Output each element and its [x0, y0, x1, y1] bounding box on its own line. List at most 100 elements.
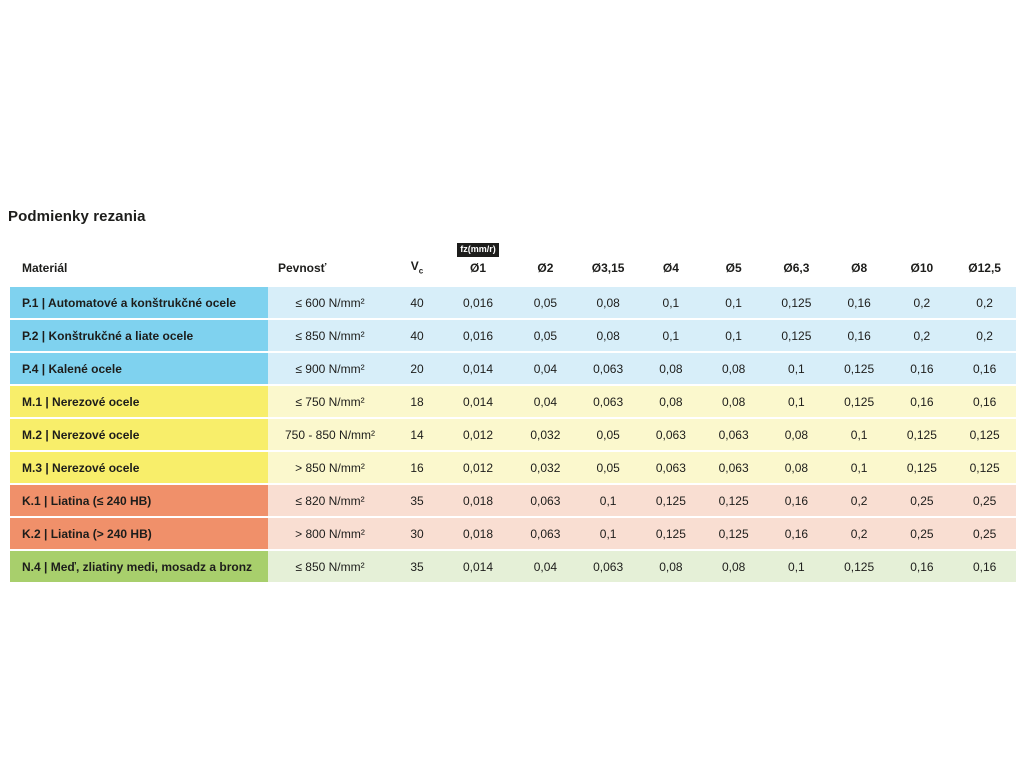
diameter-label: Ø1	[469, 261, 486, 275]
fz-value-cell: 0,08	[765, 419, 828, 450]
fz-value-cell: 0,063	[639, 419, 703, 450]
vc-cell: 35	[392, 551, 442, 582]
cutting-conditions-table: Materiál Pevnosť Vc fz(mm/r) Ø1 Ø2 Ø3,15 Ø…	[10, 231, 1016, 584]
fz-value-cell: 0,16	[953, 551, 1016, 582]
fz-value-cell: 0,014	[442, 386, 514, 417]
table-row: P.4 | Kalené ocele ≤ 900 N/mm² 20 0,014 0,04…	[10, 353, 1016, 384]
fz-value-cell: 0,05	[514, 287, 577, 318]
fz-value-cell: 0,1	[576, 485, 640, 516]
fz-value-cell: 0,1	[702, 287, 765, 318]
fz-value-cell: 0,063	[702, 419, 765, 450]
material-cell: M.1 | Nerezové ocele	[10, 386, 268, 417]
strength-cell: ≤ 750 N/mm²	[268, 386, 392, 417]
fz-value-cell: 0,125	[890, 419, 954, 450]
fz-value-cell: 0,08	[702, 551, 765, 582]
vc-subscript: c	[418, 266, 424, 275]
vc-label: V	[410, 258, 419, 273]
fz-value-cell: 0,25	[890, 518, 954, 549]
fz-value-cell: 0,018	[442, 485, 514, 516]
material-cell: P.4 | Kalené ocele	[10, 353, 268, 384]
table-row: N.4 | Meď, zliatiny medi, mosadz a bronz…	[10, 551, 1016, 582]
strength-cell: > 850 N/mm²	[268, 452, 392, 483]
fz-value-cell: 0,125	[765, 287, 828, 318]
table-body: P.1 | Automatové a konštrukčné ocele ≤ 60…	[10, 287, 1016, 582]
fz-value-cell: 0,16	[890, 386, 954, 417]
fz-value-cell: 0,16	[827, 287, 891, 318]
material-cell: K.1 | Liatina (≤ 240 HB)	[10, 485, 268, 516]
fz-value-cell: 0,08	[639, 386, 703, 417]
fz-value-cell: 0,16	[890, 353, 954, 384]
vc-cell: 14	[392, 419, 442, 450]
fz-value-cell: 0,063	[576, 386, 640, 417]
vc-cell: 40	[392, 287, 442, 318]
column-header-diameter: Ø8	[827, 233, 891, 285]
fz-value-cell: 0,2	[827, 485, 891, 516]
fz-value-cell: 0,063	[702, 452, 765, 483]
fz-value-cell: 0,05	[576, 419, 640, 450]
table-head: Materiál Pevnosť Vc fz(mm/r) Ø1 Ø2 Ø3,15 Ø…	[10, 233, 1016, 285]
table-row: P.2 | Konštrukčné a liate ocele ≤ 850 N/m…	[10, 320, 1016, 351]
vc-cell: 40	[392, 320, 442, 351]
column-header-strength: Pevnosť	[268, 233, 392, 285]
fz-value-cell: 0,125	[827, 551, 891, 582]
strength-cell: ≤ 600 N/mm²	[268, 287, 392, 318]
fz-value-cell: 0,125	[765, 320, 828, 351]
table-row: M.1 | Nerezové ocele ≤ 750 N/mm² 18 0,014 0,…	[10, 386, 1016, 417]
fz-value-cell: 0,1	[765, 386, 828, 417]
column-header-vc: Vc	[392, 233, 442, 285]
fz-value-cell: 0,016	[442, 320, 514, 351]
column-header-diameter: Ø5	[702, 233, 765, 285]
vc-cell: 16	[392, 452, 442, 483]
strength-cell: ≤ 850 N/mm²	[268, 551, 392, 582]
material-cell: P.1 | Automatové a konštrukčné ocele	[10, 287, 268, 318]
fz-value-cell: 0,063	[576, 353, 640, 384]
fz-value-cell: 0,032	[514, 419, 577, 450]
fz-value-cell: 0,16	[953, 353, 1016, 384]
strength-cell: 750 - 850 N/mm²	[268, 419, 392, 450]
strength-cell: ≤ 820 N/mm²	[268, 485, 392, 516]
strength-cell: > 800 N/mm²	[268, 518, 392, 549]
fz-value-cell: 0,125	[827, 353, 891, 384]
fz-unit-badge: fz(mm/r)	[457, 243, 499, 257]
fz-value-cell: 0,2	[827, 518, 891, 549]
fz-value-cell: 0,018	[442, 518, 514, 549]
column-header-diameter: Ø10	[890, 233, 954, 285]
fz-value-cell: 0,016	[442, 287, 514, 318]
fz-value-cell: 0,08	[702, 386, 765, 417]
fz-value-cell: 0,2	[953, 320, 1016, 351]
table-row: K.1 | Liatina (≤ 240 HB) ≤ 820 N/mm² 35 0,0…	[10, 485, 1016, 516]
material-cell: K.2 | Liatina (> 240 HB)	[10, 518, 268, 549]
strength-cell: ≤ 900 N/mm²	[268, 353, 392, 384]
fz-value-cell: 0,012	[442, 452, 514, 483]
fz-value-cell: 0,063	[576, 551, 640, 582]
material-cell: P.2 | Konštrukčné a liate ocele	[10, 320, 268, 351]
fz-value-cell: 0,063	[514, 485, 577, 516]
table-header-row: Materiál Pevnosť Vc fz(mm/r) Ø1 Ø2 Ø3,15 Ø…	[10, 233, 1016, 285]
table-row: K.2 | Liatina (> 240 HB) > 800 N/mm² 30 0,0…	[10, 518, 1016, 549]
fz-value-cell: 0,04	[514, 551, 577, 582]
fz-value-cell: 0,25	[890, 485, 954, 516]
fz-value-cell: 0,1	[765, 551, 828, 582]
fz-value-cell: 0,012	[442, 419, 514, 450]
fz-value-cell: 0,125	[890, 452, 954, 483]
fz-value-cell: 0,1	[639, 320, 703, 351]
table-row: M.3 | Nerezové ocele > 850 N/mm² 16 0,012 0,…	[10, 452, 1016, 483]
fz-value-cell: 0,04	[514, 353, 577, 384]
fz-value-cell: 0,1	[576, 518, 640, 549]
fz-value-cell: 0,125	[639, 485, 703, 516]
fz-value-cell: 0,16	[765, 518, 828, 549]
material-cell: M.2 | Nerezové ocele	[10, 419, 268, 450]
column-header-diameter: fz(mm/r) Ø1	[442, 233, 514, 285]
fz-value-cell: 0,125	[953, 419, 1016, 450]
fz-value-cell: 0,25	[953, 485, 1016, 516]
fz-value-cell: 0,2	[953, 287, 1016, 318]
fz-value-cell: 0,25	[953, 518, 1016, 549]
column-header-diameter: Ø12,5	[953, 233, 1016, 285]
fz-value-cell: 0,08	[639, 551, 703, 582]
fz-value-cell: 0,16	[827, 320, 891, 351]
fz-value-cell: 0,1	[827, 452, 891, 483]
vc-cell: 18	[392, 386, 442, 417]
fz-value-cell: 0,125	[702, 485, 765, 516]
column-header-diameter: Ø6,3	[765, 233, 828, 285]
table-row: M.2 | Nerezové ocele 750 - 850 N/mm² 14 0,0…	[10, 419, 1016, 450]
